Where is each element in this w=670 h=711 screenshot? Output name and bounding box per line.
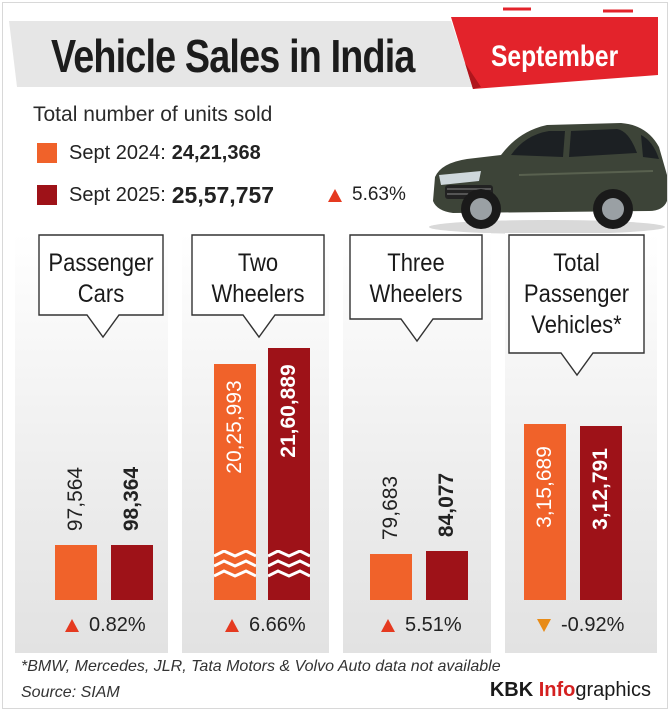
bar-value-passenger-cars-2024: 97,564 — [64, 466, 87, 532]
down-arrow-icon — [537, 619, 551, 632]
change-value: -0.92% — [561, 614, 625, 636]
bar-two-wheelers-2025 — [268, 348, 310, 600]
legend-sept-2025: Sept 2025: 25,57,757 — [37, 181, 275, 208]
bar-value-two-wheelers-2025: 21,60,889 — [277, 364, 300, 458]
callout-total-passenger-vehicles — [508, 234, 645, 377]
category-callouts — [38, 234, 645, 377]
up-arrow-icon — [225, 619, 239, 632]
category-label-line: Cars — [77, 280, 125, 308]
callout-passenger-cars — [38, 234, 164, 339]
callout-two-wheelers — [191, 234, 325, 339]
change-two-wheelers: 6.66% — [225, 614, 306, 637]
change-total-passenger-vehicles: -0.92% — [537, 614, 624, 637]
category-label-line: Total — [553, 249, 600, 277]
bar-value-total-passenger-vehicles-2025: 3,12,791 — [589, 448, 612, 530]
title-ribbon — [9, 7, 658, 89]
category-label-passenger-cars: Passenger Cars — [46, 248, 155, 310]
bar-value-two-wheelers-2024: 20,25,993 — [223, 380, 246, 474]
legend-total-2024: 24,21,368 — [171, 141, 261, 164]
category-label-line: Two — [237, 249, 279, 277]
bar-total-passenger-vehicles-2024 — [524, 424, 566, 600]
change-value: 5.51% — [405, 614, 462, 636]
bar-value-total-passenger-vehicles-2024: 3,15,689 — [533, 446, 556, 528]
summary-subtitle: Total number of units sold — [33, 103, 273, 126]
bar-three-wheelers-2024 — [370, 554, 412, 600]
footnote: *BMW, Mercedes, JLR, Tata Motors & Volvo… — [21, 658, 501, 675]
category-label-three-wheelers: Three Wheelers — [358, 248, 474, 310]
bar-total-passenger-vehicles-2025 — [580, 426, 622, 600]
bar-value-three-wheelers-2025: 84,077 — [435, 472, 458, 538]
change-value: 6.66% — [249, 614, 306, 636]
up-arrow-icon — [381, 619, 395, 632]
legend-total-2025: 25,57,757 — [171, 181, 275, 208]
axis-break-icon — [214, 550, 256, 578]
brand-part: Info — [538, 679, 576, 701]
change-three-wheelers: 5.51% — [381, 614, 462, 637]
up-arrow-icon — [65, 619, 79, 632]
bar-two-wheelers-2024 — [214, 364, 256, 600]
bar-three-wheelers-2025 — [426, 551, 468, 600]
axis-break-icon — [268, 550, 310, 578]
month-tag: September — [491, 40, 619, 73]
bar-value-three-wheelers-2024: 79,683 — [379, 475, 402, 541]
bar-passenger-cars-2024 — [55, 545, 97, 600]
legend-label-2024: Sept 2024: — [69, 141, 166, 164]
overall-change-value: 5.63% — [352, 184, 406, 205]
brand-part: KBK — [489, 679, 539, 701]
bar-passenger-cars-2025 — [111, 545, 153, 600]
category-label-line: Wheelers — [369, 280, 463, 308]
title-ribbon-fold — [465, 63, 481, 89]
bar-value-passenger-cars-2025: 98,364 — [120, 466, 143, 532]
legend-swatch-2024 — [37, 143, 57, 163]
legend-sept-2024: Sept 2024: 24,21,368 — [37, 141, 261, 165]
legend-swatch-2025 — [37, 185, 57, 205]
title-ribbon-gray — [9, 21, 473, 87]
callout-three-wheelers — [349, 234, 483, 343]
brand-part: graphics — [575, 679, 651, 701]
brand-logo: KBK Infographics — [490, 679, 651, 702]
title-ribbon-red — [451, 17, 658, 89]
suv-car-icon — [429, 123, 667, 234]
change-passenger-cars: 0.82% — [65, 614, 146, 637]
category-label-two-wheelers: Two Wheelers — [200, 248, 316, 310]
category-label-total-passenger-vehicles: Total Passenger Vehicles* — [517, 248, 636, 341]
change-value: 0.82% — [89, 614, 146, 636]
category-label-line: Vehicles* — [531, 311, 622, 339]
overall-change: 5.63% — [328, 184, 406, 206]
up-arrow-icon — [328, 188, 342, 202]
page-title: Vehicle Sales in India — [51, 30, 415, 82]
legend-label-2025: Sept 2025: — [69, 183, 166, 206]
category-label-line: Three — [387, 249, 445, 277]
category-label-line: Passenger — [48, 249, 154, 277]
category-label-line: Passenger — [523, 280, 630, 308]
category-label-line: Wheelers — [211, 280, 305, 308]
source-note: Source: SIAM — [21, 684, 120, 701]
